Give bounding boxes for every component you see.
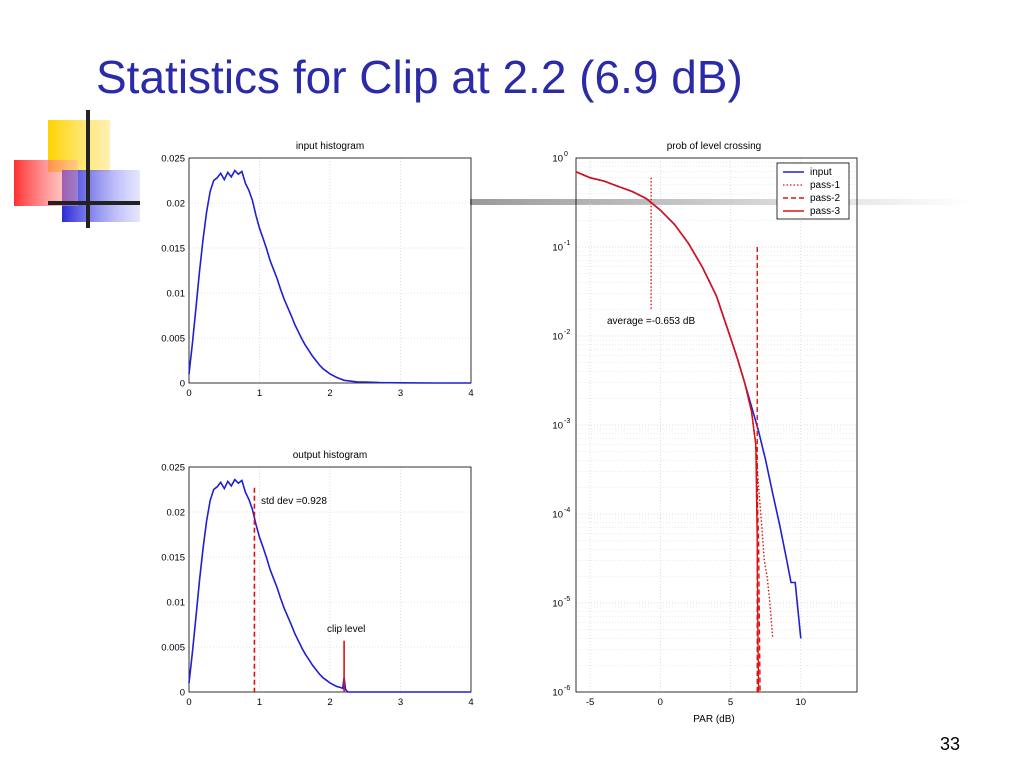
series-line-pass-1 <box>575 171 774 639</box>
y-tick-base: 10 <box>552 332 563 343</box>
y-tick-label: 0.005 <box>161 643 185 654</box>
chart-title: prob of level crossing <box>667 141 762 152</box>
x-tick-label: 5 <box>728 697 733 708</box>
x-tick-label: 2 <box>327 388 332 399</box>
y-tick-exponent: -4 <box>564 507 570 514</box>
y-tick-label: 0 <box>180 379 185 390</box>
legend: input pass-1 pass-2 pass-3 <box>776 162 850 220</box>
legend-label-input: input <box>810 167 832 178</box>
y-tick-base: 10 <box>552 154 563 165</box>
x-tick-label: 0 <box>658 697 663 708</box>
series-line-pass-3 <box>575 171 760 693</box>
y-tick-base: 10 <box>552 510 563 521</box>
y-tick-label: 0.025 <box>161 463 185 474</box>
y-tick-base: 10 <box>552 243 563 254</box>
std-dev-annotation: std dev =0.928 <box>261 496 327 507</box>
y-tick-label: 0.005 <box>161 334 185 345</box>
plot-frame <box>575 157 858 693</box>
y-tick-label: 0.02 <box>167 508 186 519</box>
series-line <box>188 478 471 693</box>
x-tick-label: 1 <box>257 697 262 708</box>
series-line <box>188 169 471 384</box>
y-tick-exponent: -5 <box>564 596 570 603</box>
y-tick-base: 10 <box>552 599 563 610</box>
y-tick-exponent: -1 <box>564 240 570 247</box>
clip-level-annotation: clip level <box>327 624 365 635</box>
y-tick-exponent: -3 <box>564 418 570 425</box>
y-tick-label: 0.01 <box>167 598 186 609</box>
y-tick-label: 0.02 <box>167 199 186 210</box>
x-tick-label: -5 <box>586 697 594 708</box>
series-line-pass-2 <box>575 171 761 693</box>
y-tick-label: 0.01 <box>167 289 186 300</box>
x-tick-label: 0 <box>186 697 191 708</box>
chart-title: output histogram <box>293 450 368 461</box>
x-tick-label: 3 <box>398 388 403 399</box>
average-annotation: average =-0.653 dB <box>607 316 695 327</box>
y-tick-label: 0.025 <box>161 154 185 165</box>
x-tick-label: 1 <box>257 388 262 399</box>
legend-label-pass-2: pass-2 <box>810 193 840 204</box>
x-tick-label: 3 <box>398 697 403 708</box>
plot-frame <box>188 466 472 693</box>
y-tick-label: 0.015 <box>161 553 185 564</box>
plot-frame <box>188 157 472 384</box>
title-rule <box>470 199 970 205</box>
legend-label-pass-3: pass-3 <box>810 206 840 217</box>
x-tick-label: 2 <box>327 697 332 708</box>
y-tick-exponent: -6 <box>564 685 570 692</box>
deco-red-square <box>14 160 78 206</box>
y-tick-label: 0 <box>180 688 185 699</box>
x-tick-label: 10 <box>796 697 807 708</box>
slide-title: Statistics for Clip at 2.2 (6.9 dB) <box>96 51 743 103</box>
y-tick-exponent: 0 <box>564 151 568 158</box>
x-tick-label: 4 <box>468 697 473 708</box>
y-tick-base: 10 <box>552 688 563 699</box>
x-tick-label: 0 <box>186 388 191 399</box>
y-tick-exponent: -2 <box>564 329 570 336</box>
y-tick-label: 0.015 <box>161 244 185 255</box>
legend-label-pass-1: pass-1 <box>810 180 840 191</box>
y-tick-base: 10 <box>552 421 563 432</box>
x-axis-label: PAR (dB) <box>693 714 735 725</box>
slide-number: 33 <box>940 734 961 754</box>
chart-title: input histogram <box>296 141 364 152</box>
x-tick-label: 4 <box>468 388 473 399</box>
series-line-input <box>575 171 802 639</box>
